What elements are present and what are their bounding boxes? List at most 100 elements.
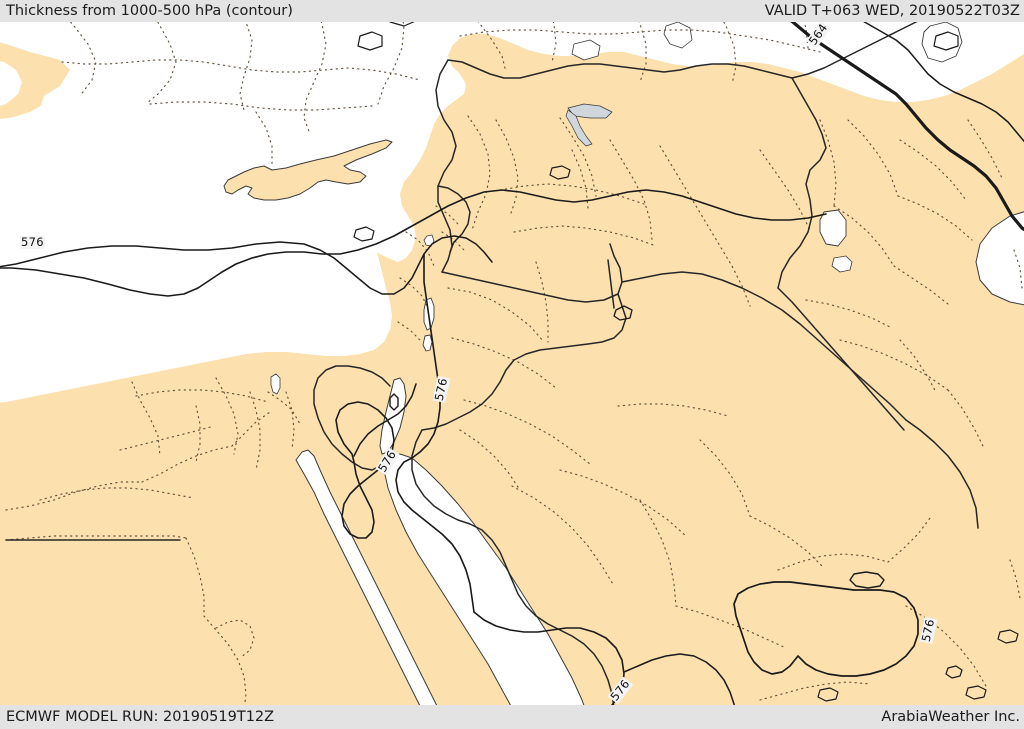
border-sa-4 <box>675 605 787 649</box>
gulf-of-aqaba <box>379 377 407 455</box>
border-tr-5 <box>377 5 405 105</box>
border-il-1 <box>405 231 435 267</box>
sea-mediterranean <box>0 88 392 403</box>
contour-576-saudi-small-ring <box>849 571 885 589</box>
border-eg-11 <box>141 445 233 483</box>
contour-576-nsaudi-b <box>623 653 737 729</box>
contour-ring-5 <box>549 165 571 180</box>
border-iq-5 <box>833 205 895 267</box>
border-saudi-iraq <box>777 287 905 431</box>
border-iraq-kuwait <box>905 419 979 529</box>
border-tr-6 <box>61 59 421 81</box>
chart-title: Thickness from 1000-500 hPa (contour) <box>6 3 293 19</box>
subnational-boundaries <box>5 5 1023 725</box>
border-eg-7 <box>285 391 295 451</box>
lake-small-1 <box>571 39 601 61</box>
border-saudi-aqaba <box>411 429 615 709</box>
border-iq-10 <box>1013 249 1023 289</box>
contour-ring-3 <box>997 629 1019 644</box>
border-tr-2 <box>145 7 177 105</box>
border-tr-14 <box>459 29 821 53</box>
border-iq-1 <box>847 119 899 197</box>
border-jo-3 <box>463 399 591 465</box>
border-tr-8 <box>255 111 273 165</box>
contour-ring-2 <box>965 685 987 700</box>
national-borders <box>5 3 979 709</box>
border-sy-2 <box>559 117 597 197</box>
footer-bar: ECMWF MODEL RUN: 20190519T12Z ArabiaWeat… <box>0 705 1024 729</box>
border-sy-7 <box>659 145 751 307</box>
lake-small-2 <box>663 21 693 49</box>
border-jordan-saudi <box>421 293 627 431</box>
lake-nasser <box>270 373 281 395</box>
border-iq-7 <box>805 299 893 329</box>
model-run-label: ECMWF MODEL RUN: 20190519T12Z <box>6 709 275 725</box>
contour-ring-7 <box>357 31 383 51</box>
contour-ring-10 <box>613 305 633 321</box>
sea-aegean-2 <box>0 151 28 198</box>
border-jordan-iraq <box>621 271 907 421</box>
lake-tharthar <box>921 21 963 63</box>
lake-habbaniyah <box>831 255 853 273</box>
border-sa-11 <box>1009 559 1021 599</box>
contour-576-sinai-loop <box>335 401 395 539</box>
border-tr-7 <box>149 101 373 111</box>
border-eg-9 <box>5 535 187 541</box>
border-lebanon <box>437 185 471 253</box>
contour-576-saudi-loop <box>733 581 919 677</box>
border-tr-3 <box>235 5 253 111</box>
border-jo-4 <box>459 429 521 491</box>
border-iq-3 <box>899 139 967 201</box>
contour-576-small-ring <box>389 393 399 411</box>
border-eg-6 <box>267 391 301 425</box>
border-sy-8 <box>759 149 811 231</box>
persian-gulf <box>975 211 1024 306</box>
border-eg-15 <box>203 615 247 725</box>
border-syria-jordan <box>441 243 623 303</box>
border-sa-14 <box>617 403 729 417</box>
border-sy-1 <box>495 119 519 217</box>
euphrates-lake <box>565 109 593 147</box>
contour-576-levant <box>395 253 475 613</box>
border-iq-2 <box>897 195 973 241</box>
contour-ring-4 <box>817 687 839 702</box>
border-sa-13 <box>947 389 985 449</box>
border-eg-4 <box>195 405 201 463</box>
contour-ring-6 <box>353 226 375 242</box>
border-iq-8 <box>899 339 937 393</box>
sea-aegean <box>0 61 22 106</box>
contour-ring-1 <box>945 665 963 679</box>
border-syria-iraq <box>777 77 827 289</box>
valid-time-label: VALID T+063 WED, 20190522T03Z <box>764 3 1020 19</box>
header-bar: Thickness from 1000-500 hPa (contour) VA… <box>0 0 1024 22</box>
border-eg-16 <box>215 619 255 659</box>
border-sa-6 <box>749 515 825 569</box>
border-tr-4 <box>303 5 327 135</box>
contour-ring-9 <box>933 31 959 51</box>
border-eg-3 <box>135 389 269 403</box>
border-iq-9 <box>967 119 1003 179</box>
dead-sea-south <box>422 334 433 352</box>
border-eg-13 <box>119 425 215 451</box>
contour-576-sinai-branch <box>353 383 417 457</box>
lake-assad <box>567 103 613 119</box>
border-eg-5 <box>249 391 261 471</box>
border-jordan-spur <box>607 259 615 309</box>
contour-label-576-med: 576 <box>20 235 45 249</box>
lake-razzaza <box>819 209 847 247</box>
border-sy-3 <box>609 139 653 241</box>
border-turkey-syria <box>447 59 793 79</box>
attribution-label: ArabiaWeather Inc. <box>881 709 1020 725</box>
border-sa-8 <box>887 517 931 563</box>
border-tr-1 <box>59 9 97 97</box>
contour-576-mediterranean <box>0 235 493 295</box>
island-cyprus <box>223 139 393 201</box>
border-iq-4 <box>819 119 837 207</box>
border-il-2 <box>399 277 429 309</box>
border-tr-10 <box>547 5 557 63</box>
